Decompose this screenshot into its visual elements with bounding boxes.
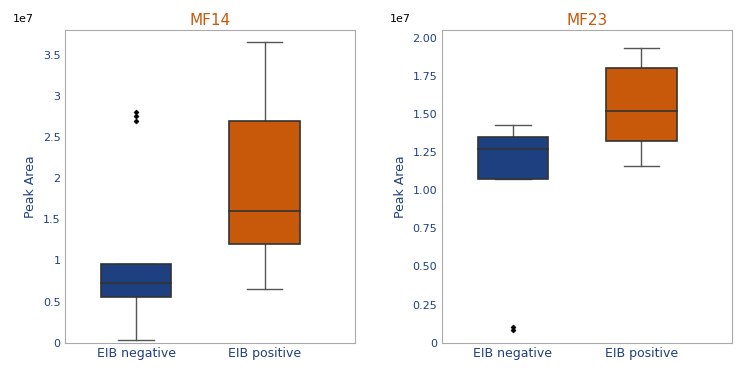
Bar [229, 120, 300, 244]
Title: MF14: MF14 [190, 13, 231, 28]
Bar [100, 264, 171, 297]
Y-axis label: Peak Area: Peak Area [394, 155, 407, 218]
Bar [478, 137, 548, 179]
Y-axis label: Peak Area: Peak Area [24, 155, 37, 218]
Title: MF23: MF23 [566, 13, 607, 28]
Bar [606, 68, 677, 141]
Text: 1e7: 1e7 [389, 14, 411, 24]
Text: 1e7: 1e7 [13, 14, 33, 24]
